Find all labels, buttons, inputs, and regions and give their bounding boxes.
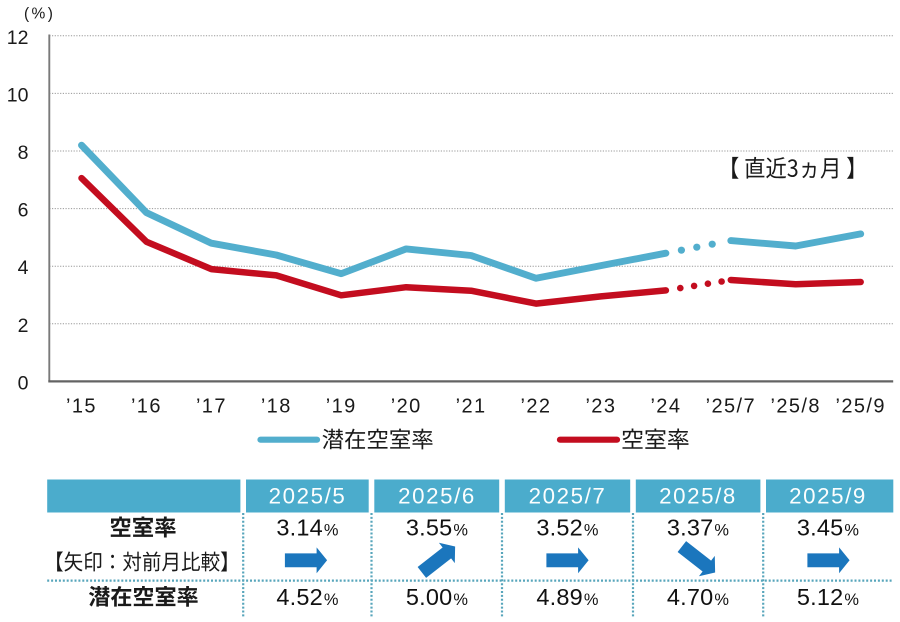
svg-text:8: 8 <box>18 142 29 164</box>
svg-text:’18: ’18 <box>261 395 292 417</box>
svg-text:’16: ’16 <box>131 395 162 417</box>
svg-text:’24: ’24 <box>650 395 681 417</box>
svg-text:2025/6: 2025/6 <box>398 484 476 509</box>
svg-text:’17: ’17 <box>196 395 227 417</box>
svg-text:’25/9: ’25/9 <box>836 395 886 417</box>
svg-text:4: 4 <box>18 257 29 279</box>
svg-text:’20: ’20 <box>391 395 422 417</box>
svg-text:2025/8: 2025/8 <box>659 484 737 509</box>
svg-text:’22: ’22 <box>521 395 552 417</box>
svg-text:’15: ’15 <box>66 395 97 417</box>
svg-text:2: 2 <box>18 315 29 337</box>
svg-text:2025/9: 2025/9 <box>789 484 867 509</box>
svg-text:2025/5: 2025/5 <box>269 484 347 509</box>
svg-text:’25/8: ’25/8 <box>771 395 821 417</box>
svg-text:6: 6 <box>18 200 29 222</box>
svg-text:5.12%: 5.12% <box>797 584 859 610</box>
svg-text:4.52%: 4.52% <box>276 584 338 610</box>
svg-text:12: 12 <box>7 27 29 49</box>
svg-text:0: 0 <box>18 372 29 394</box>
svg-text:’25/7: ’25/7 <box>706 395 756 417</box>
svg-text:’21: ’21 <box>456 395 487 417</box>
svg-text:(%): (%) <box>24 6 55 23</box>
svg-text:’23: ’23 <box>585 395 616 417</box>
svg-text:10: 10 <box>7 84 29 106</box>
svg-text:2025/7: 2025/7 <box>529 484 607 509</box>
svg-text:’19: ’19 <box>326 395 357 417</box>
